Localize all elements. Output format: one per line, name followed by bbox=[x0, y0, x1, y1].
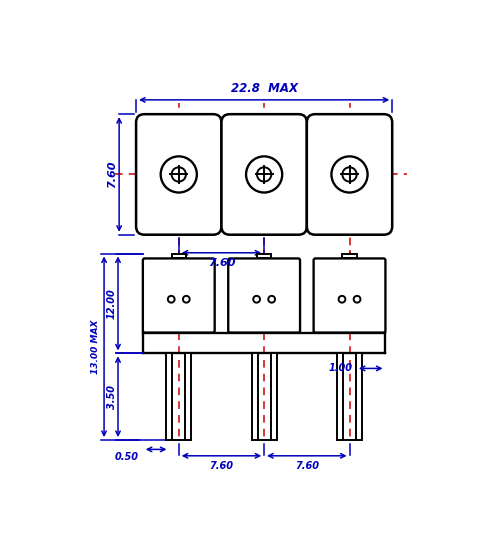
FancyBboxPatch shape bbox=[136, 114, 222, 235]
FancyBboxPatch shape bbox=[307, 114, 392, 235]
Text: 7.60: 7.60 bbox=[208, 258, 235, 268]
Bar bbox=[342, 253, 357, 258]
Bar bbox=[337, 353, 343, 440]
FancyBboxPatch shape bbox=[313, 258, 385, 333]
Text: 0.50: 0.50 bbox=[115, 453, 139, 463]
FancyBboxPatch shape bbox=[228, 258, 300, 333]
Text: 3.50: 3.50 bbox=[107, 384, 117, 408]
Text: 13.00 MAX: 13.00 MAX bbox=[91, 320, 100, 374]
Text: 1.00: 1.00 bbox=[328, 363, 352, 373]
Bar bbox=[271, 353, 277, 440]
Bar bbox=[172, 253, 186, 258]
FancyBboxPatch shape bbox=[143, 258, 215, 333]
Bar bbox=[252, 353, 258, 440]
Text: 12.00: 12.00 bbox=[107, 288, 117, 319]
Text: 7.60: 7.60 bbox=[295, 461, 319, 471]
Bar bbox=[356, 353, 362, 440]
Text: 7.60: 7.60 bbox=[107, 161, 117, 188]
Text: 7.60: 7.60 bbox=[209, 461, 233, 471]
Text: 22.8  MAX: 22.8 MAX bbox=[231, 83, 297, 95]
Bar bbox=[257, 253, 271, 258]
Bar bbox=[185, 353, 191, 440]
Bar bbox=[166, 353, 173, 440]
FancyBboxPatch shape bbox=[222, 114, 307, 235]
